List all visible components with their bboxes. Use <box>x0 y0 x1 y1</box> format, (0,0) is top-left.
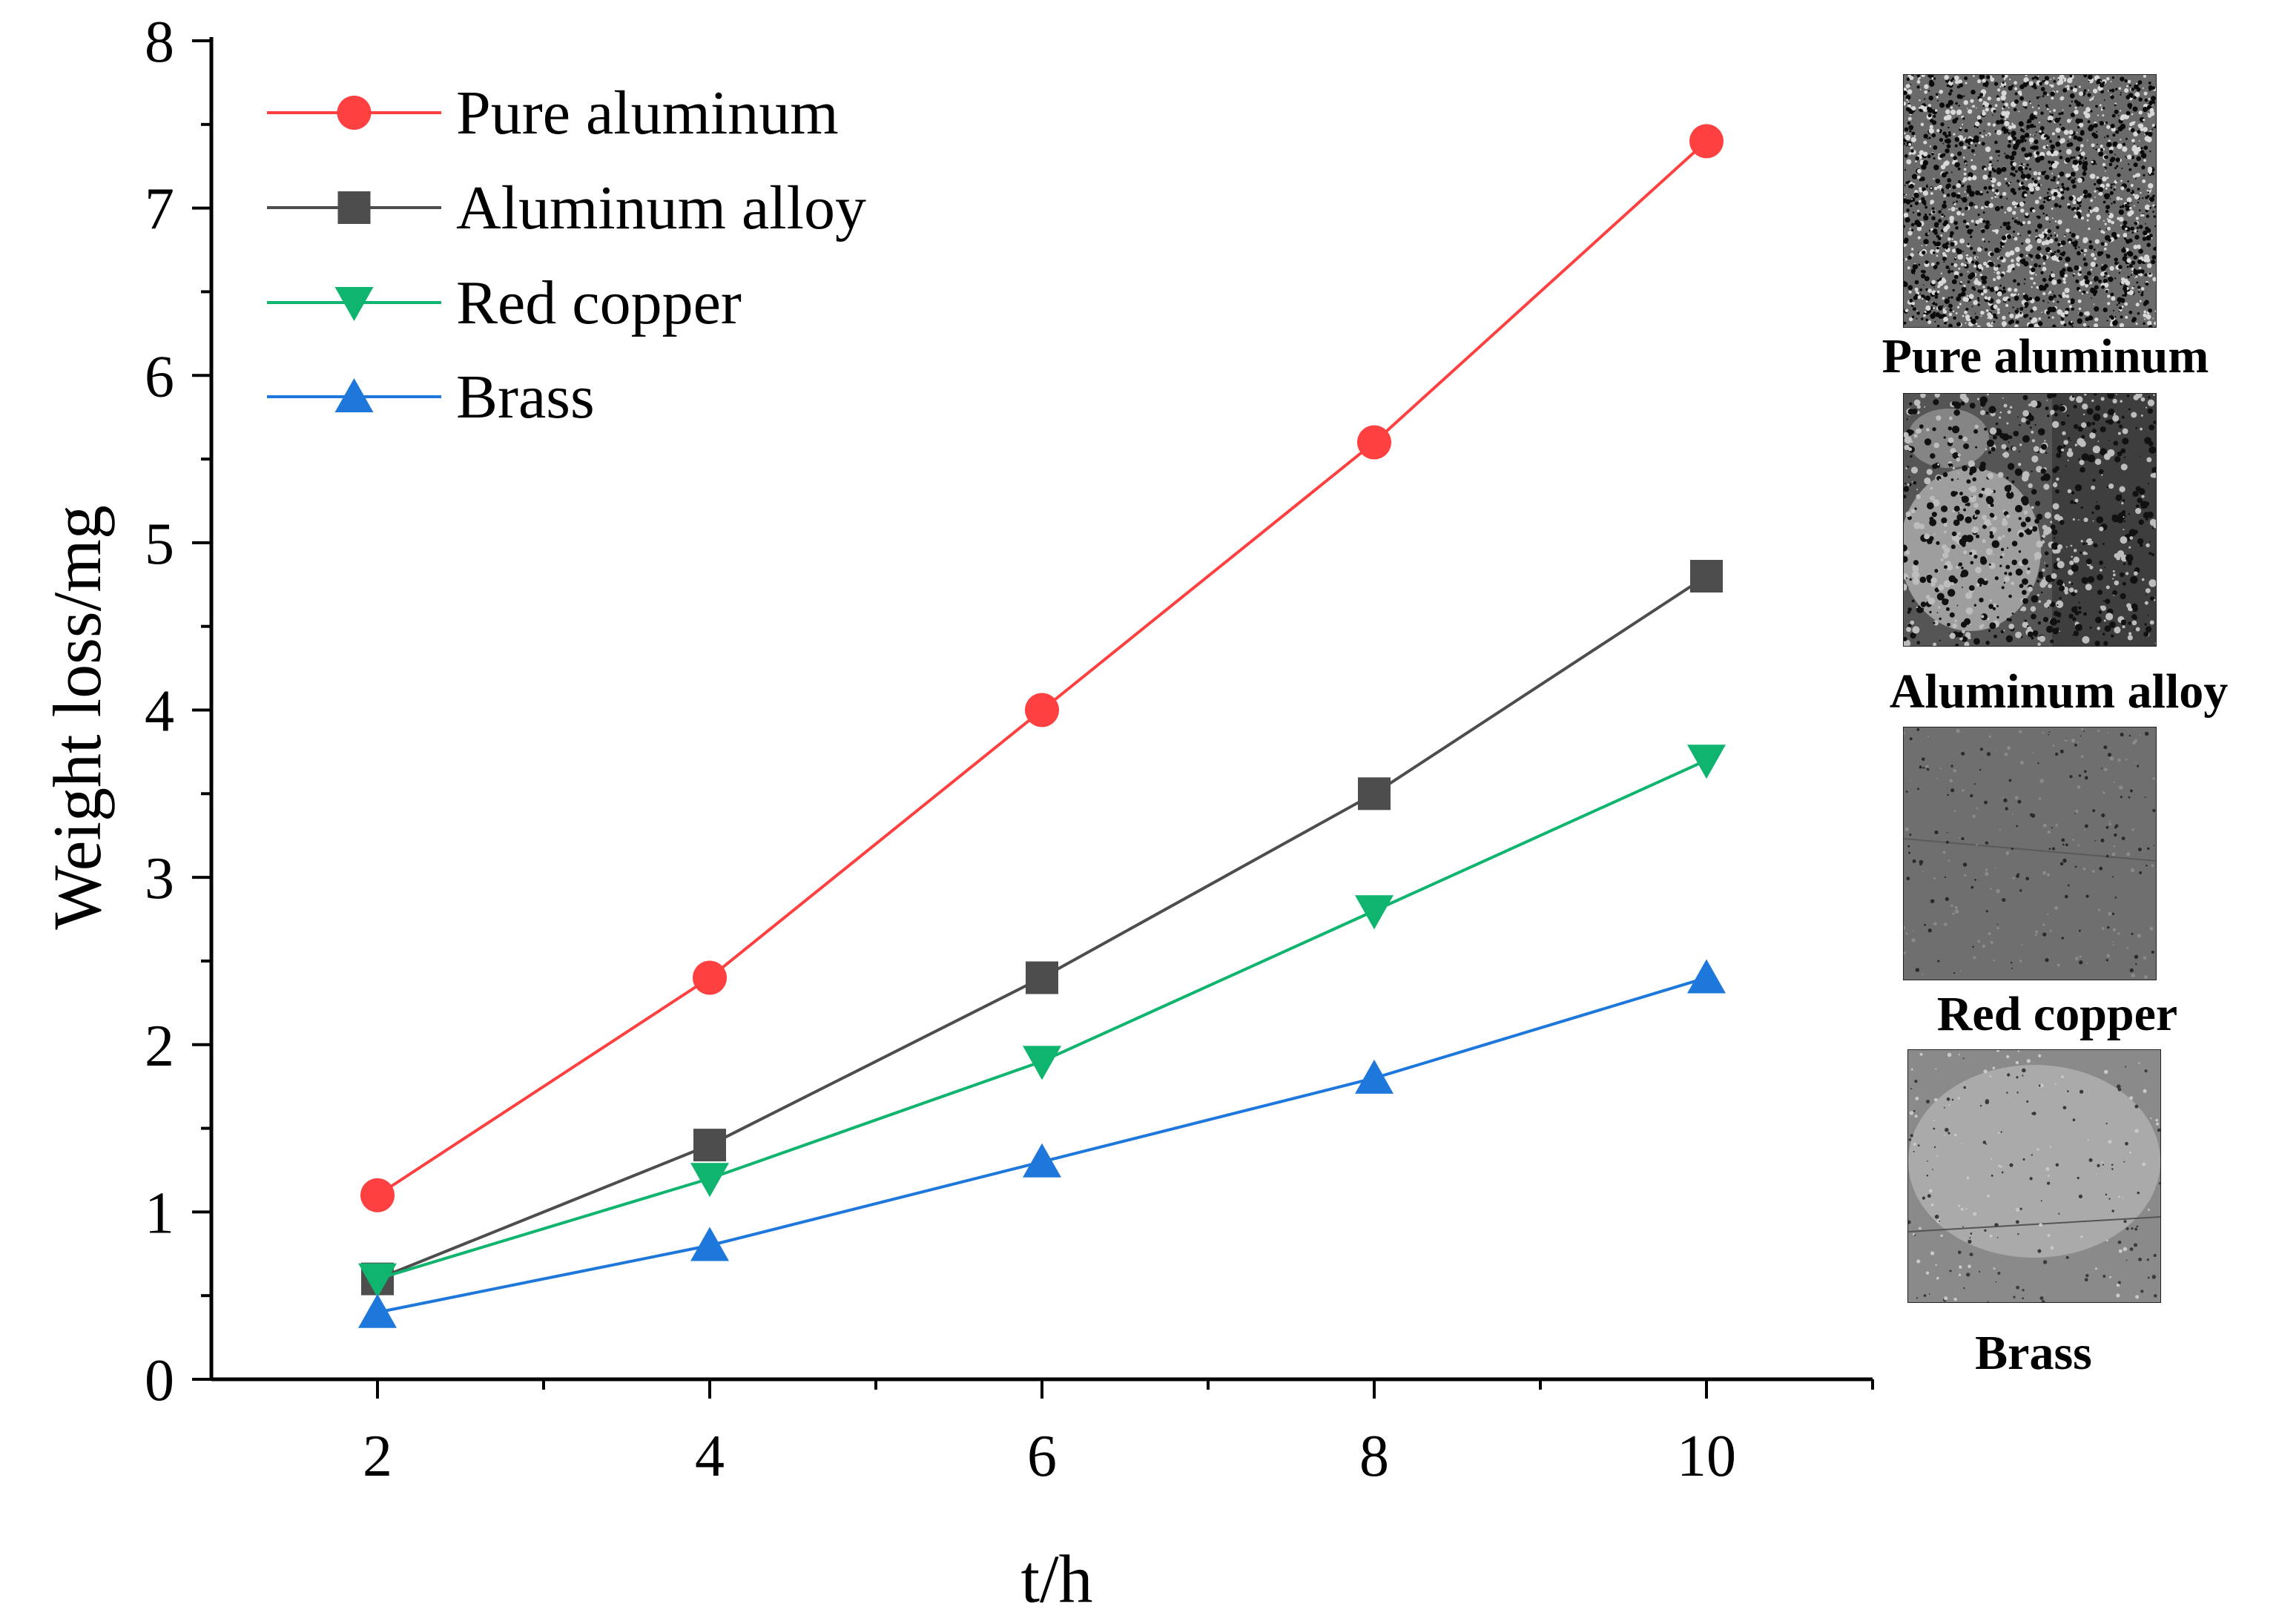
data-point-pure-aluminum <box>360 1178 395 1212</box>
y-tick-label: 3 <box>145 846 174 911</box>
micrograph-brass <box>1907 1049 2161 1303</box>
y-tick-label: 8 <box>145 10 174 75</box>
legend-marker <box>337 191 371 224</box>
legend-label: Pure aluminum <box>456 79 839 148</box>
data-point-aluminum-alloy <box>1690 560 1723 593</box>
legend-label: Red copper <box>456 268 742 337</box>
y-tick-label: 1 <box>145 1181 174 1246</box>
data-point-brass <box>1355 1059 1394 1094</box>
micrograph-caption: Brass <box>1975 1326 2092 1380</box>
series-red-copper <box>358 745 1726 1298</box>
data-point-pure-aluminum <box>1357 425 1391 460</box>
chart-legend: Pure aluminum Aluminum alloy Red copper Bra… <box>267 79 866 432</box>
y-tick-label: 0 <box>145 1348 174 1413</box>
micrograph-caption: Red copper <box>1936 987 2178 1041</box>
y-tick-label: 5 <box>145 512 174 577</box>
micrograph-aluminum-alloy <box>1903 393 2157 647</box>
micrograph-caption: Pure aluminum <box>1881 329 2209 383</box>
data-point-brass <box>690 1227 729 1261</box>
micrograph-red-copper <box>1903 727 2157 980</box>
data-point-red-copper <box>1687 745 1726 779</box>
data-point-red-copper <box>690 1163 729 1198</box>
data-point-aluminum-alloy <box>1026 961 1058 994</box>
data-point-aluminum-alloy <box>1358 777 1391 811</box>
x-tick-label: 6 <box>1027 1424 1057 1489</box>
data-point-aluminum-alloy <box>693 1129 726 1162</box>
y-tick-label: 4 <box>145 679 174 745</box>
chart-axes: 2 4 6 8 10 0 1 2 3 4 5 6 7 8 t/h Weight loss/mg <box>39 10 1874 1617</box>
legend-label: Aluminum alloy <box>456 174 866 242</box>
data-point-brass <box>1687 959 1726 994</box>
micrograph-pure-aluminum <box>1903 74 2157 328</box>
x-tick-label: 2 <box>363 1424 392 1489</box>
data-point-red-copper <box>1023 1046 1061 1080</box>
legend-label: Brass <box>456 363 595 432</box>
legend-marker <box>334 378 374 412</box>
y-tick-label: 7 <box>145 177 174 242</box>
data-point-pure-aluminum <box>1689 124 1724 159</box>
series-brass <box>358 959 1726 1328</box>
series-pure-aluminum <box>360 124 1724 1212</box>
legend-marker <box>334 287 374 321</box>
legend-entry-red-copper: Red copper <box>267 268 742 337</box>
legend-marker <box>337 96 372 130</box>
data-point-brass <box>358 1293 397 1328</box>
chart-series <box>358 124 1726 1328</box>
legend-entry-brass: Brass <box>267 363 595 432</box>
data-point-red-copper <box>1355 895 1394 930</box>
data-point-brass <box>1023 1143 1061 1178</box>
data-point-pure-aluminum <box>693 960 727 995</box>
x-axis-label: t/h <box>1020 1541 1092 1617</box>
y-axis-label: Weight loss/mg <box>39 505 115 930</box>
data-point-red-copper <box>358 1263 397 1298</box>
x-tick-label: 10 <box>1677 1424 1736 1489</box>
x-tick-label: 8 <box>1359 1424 1389 1489</box>
series-line-red-copper <box>377 759 1707 1281</box>
legend-entry-pure-aluminum: Pure aluminum <box>267 79 839 148</box>
data-point-pure-aluminum <box>1025 693 1059 727</box>
micrograph-caption: Aluminum alloy <box>1889 664 2229 719</box>
x-tick-label: 4 <box>695 1424 725 1489</box>
y-tick-label: 2 <box>145 1014 174 1079</box>
y-tick-label: 6 <box>145 344 174 409</box>
legend-entry-aluminum-alloy: Aluminum alloy <box>267 174 866 242</box>
series-aluminum-alloy <box>361 560 1723 1295</box>
